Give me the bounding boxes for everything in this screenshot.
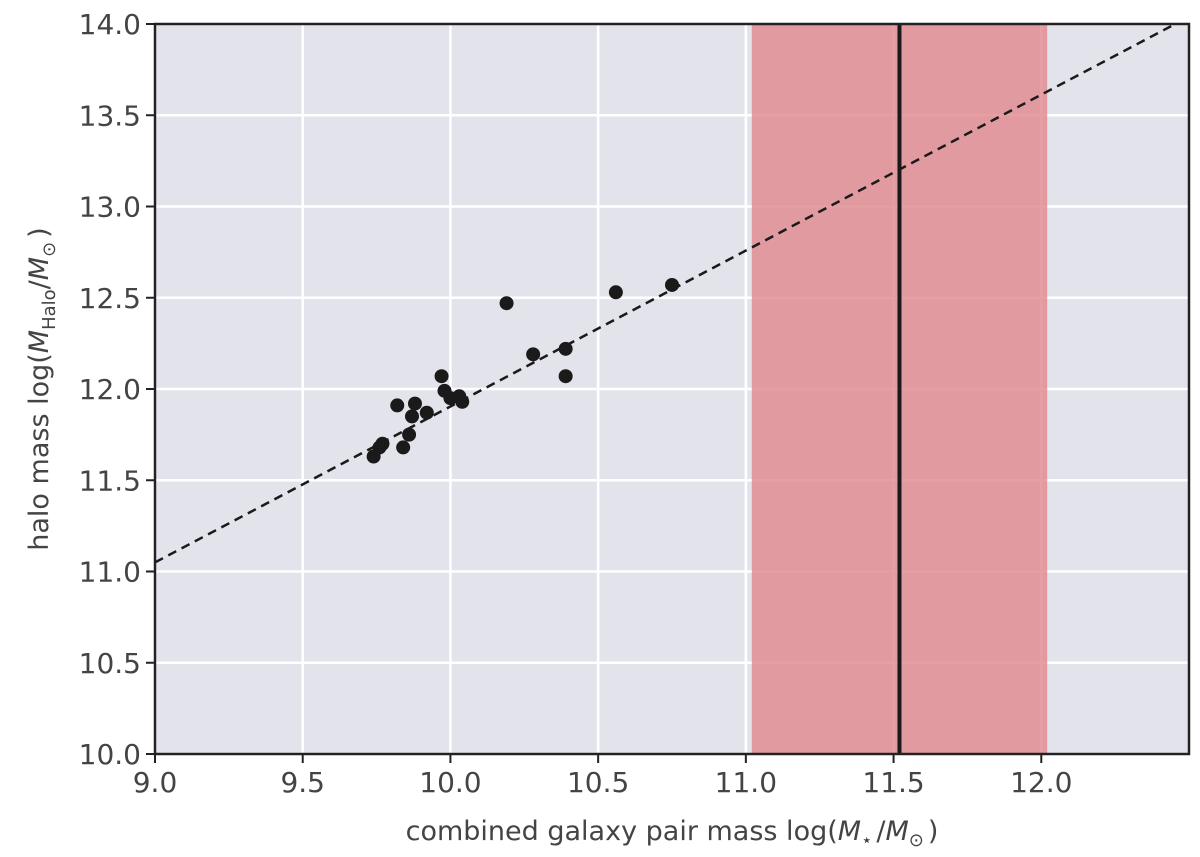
x-tick-label: 12.0 — [1010, 766, 1072, 799]
x-tick-label: 11.0 — [715, 766, 777, 799]
y-tick-label: 12.0 — [79, 373, 141, 406]
y-tick-labels: 10.0 10.5 11.0 11.5 12.0 12.5 13.0 13.5 14.0 — [79, 8, 141, 771]
data-point — [499, 296, 514, 311]
x-tick-labels: 9.0 9.5 10.0 10.5 11.0 11.5 12.0 — [133, 766, 1073, 799]
data-point — [665, 277, 679, 292]
y-tick-label: 13.5 — [79, 99, 141, 132]
y-tick-label: 10.0 — [79, 738, 141, 771]
y-axis-label: halo mass log(MHalo/M⊙) — [24, 227, 60, 550]
x-tick-label: 9.5 — [280, 766, 325, 799]
y-tick-label: 13.0 — [79, 191, 141, 224]
x-tick-label: 10.5 — [567, 766, 629, 799]
x-axis-label: combined galaxy pair mass log(M⋆/M⊙) — [406, 816, 939, 851]
data-point — [407, 396, 422, 411]
y-tick-label: 12.5 — [79, 282, 141, 315]
data-point — [396, 440, 411, 455]
data-point — [526, 347, 541, 362]
data-point — [375, 436, 390, 451]
x-tick-label: 10.0 — [419, 766, 481, 799]
y-tick-label: 11.5 — [79, 464, 141, 497]
fit-line — [154, 22, 1176, 564]
data-point — [558, 369, 573, 384]
data-point — [390, 398, 405, 413]
y-tick-label: 11.0 — [79, 556, 141, 589]
data-point — [419, 405, 434, 420]
x-tick-label: 11.5 — [862, 766, 924, 799]
data-point — [434, 369, 449, 384]
y-tick-label: 14.0 — [79, 8, 141, 41]
data-point — [455, 394, 470, 409]
data-point — [402, 427, 417, 442]
data-point — [405, 409, 420, 424]
tick-marks — [146, 23, 1043, 763]
data-point — [608, 285, 623, 300]
x-tick-label: 9.0 — [133, 766, 178, 799]
y-tick-label: 10.5 — [79, 647, 141, 680]
data-point — [558, 341, 573, 356]
data-points — [366, 277, 679, 464]
